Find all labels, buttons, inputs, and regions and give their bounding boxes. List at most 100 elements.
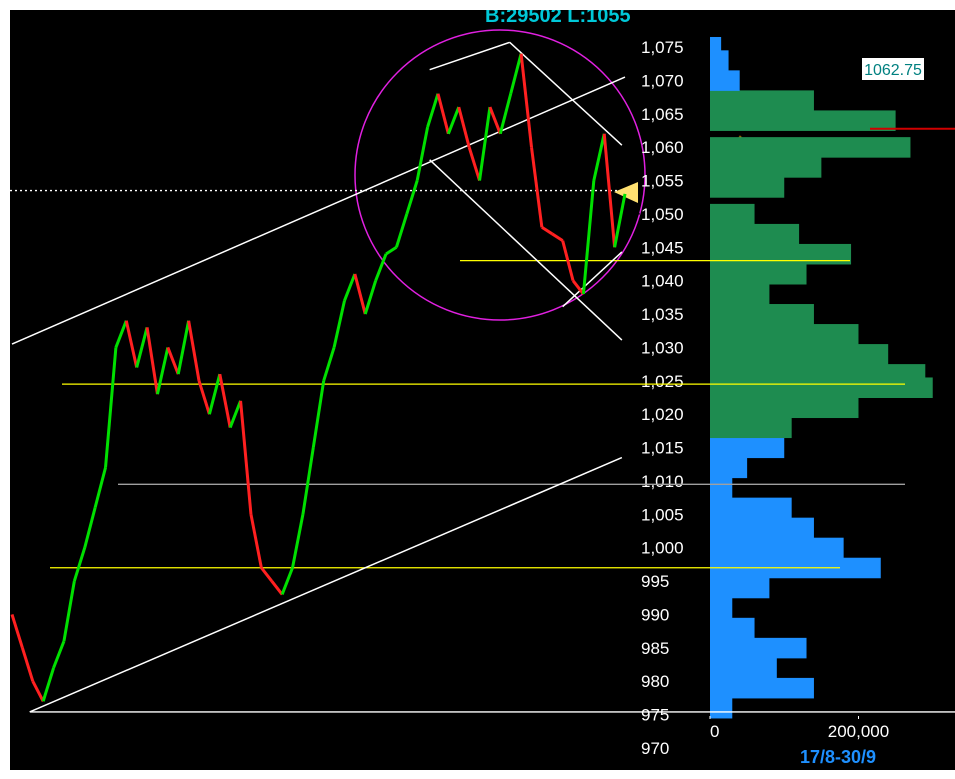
price-segment <box>187 320 201 382</box>
y-tick-label: 1,060 <box>641 138 684 157</box>
profile-bar <box>710 324 859 345</box>
profile-bar <box>710 697 733 719</box>
profile-bar <box>710 657 777 679</box>
plot: 1,075 1,070 1,065 1,060 1,055 1,050 1,045 1,040… <box>10 5 955 758</box>
price-segment <box>155 347 170 395</box>
price-segment <box>93 467 107 509</box>
profile-bar <box>710 457 748 479</box>
y-tick-label: 1,000 <box>641 539 684 558</box>
price-segment <box>270 580 284 596</box>
trendline <box>562 251 623 308</box>
profile-bar <box>710 617 755 639</box>
y-tick-label: 990 <box>641 605 669 624</box>
profile-bar <box>710 364 926 385</box>
price-segment <box>41 667 55 702</box>
profile-bar <box>710 677 814 699</box>
price-segment <box>509 53 523 95</box>
profile-bar <box>710 177 785 198</box>
y-tick-label: 1,025 <box>641 372 684 391</box>
y-tick-label: 1,035 <box>641 305 684 324</box>
price-segment <box>551 232 564 242</box>
x-tick-label: 200,000 <box>828 722 889 741</box>
profile-bar <box>710 70 740 91</box>
header: B:29502 L:1055 <box>485 5 631 27</box>
price-segment <box>135 327 149 368</box>
profile-bar <box>710 597 733 619</box>
price-segment <box>166 346 180 375</box>
circle-annotation <box>354 29 646 321</box>
trendline <box>429 41 510 71</box>
profile-bar <box>710 637 807 659</box>
y-tick-label: 1,070 <box>641 71 684 90</box>
price-segment <box>374 253 388 282</box>
y-tick-label: 1,045 <box>641 238 684 257</box>
price-segment <box>561 240 575 282</box>
price-segment <box>322 346 336 382</box>
price-segment <box>104 347 118 468</box>
price-segment <box>291 514 305 569</box>
price-segment <box>415 126 430 181</box>
profile-bar <box>710 90 814 111</box>
y-tick-label: 970 <box>641 739 669 758</box>
price-segment <box>332 300 346 348</box>
price-segment <box>353 273 367 315</box>
price-segment <box>436 93 450 135</box>
price-segment <box>218 373 232 428</box>
price-segment <box>602 133 617 248</box>
y-tick-label: 1,075 <box>641 38 684 57</box>
price-segment <box>343 273 357 302</box>
price-segment <box>301 447 315 515</box>
profile-bar <box>710 137 911 158</box>
price-segment <box>405 180 419 215</box>
price-segment <box>72 547 87 582</box>
price-segment <box>394 213 409 248</box>
price-segment <box>10 614 24 649</box>
profile-bar <box>710 477 733 499</box>
profile-bar <box>710 537 844 559</box>
price-segment <box>581 180 596 295</box>
profile-bar <box>710 497 792 519</box>
price-segment <box>62 580 76 642</box>
price-segment <box>446 106 461 135</box>
y-tick-label: 1,020 <box>641 405 684 424</box>
price-segment <box>197 380 211 415</box>
y-tick-label: 985 <box>641 639 669 658</box>
price-segment <box>530 146 544 228</box>
price-segment <box>114 320 128 348</box>
price-segment <box>385 246 398 256</box>
price-segment <box>488 106 502 135</box>
profile-bar <box>710 110 896 131</box>
profile-bar <box>710 417 792 439</box>
price-segment <box>20 647 35 682</box>
price-segment <box>363 280 378 315</box>
y-tick-label: 975 <box>641 706 669 725</box>
profile-bar <box>710 517 814 539</box>
price-marker <box>614 182 638 203</box>
price-segment <box>571 279 585 295</box>
profile-bar <box>710 304 814 325</box>
price-segment <box>145 327 159 395</box>
price-segment <box>457 106 471 148</box>
y-tick-label: 1,010 <box>641 472 684 491</box>
price-segment <box>467 146 481 181</box>
profile-bar <box>710 344 889 365</box>
price-segment <box>260 566 273 583</box>
y-tick-label: 1,030 <box>641 338 684 357</box>
y-tick-label: 1,055 <box>641 172 684 191</box>
price-segment <box>228 400 242 429</box>
profile-bar <box>710 577 770 599</box>
y-tick-label: 1,065 <box>641 105 684 124</box>
price-segment <box>176 320 191 375</box>
trendline <box>11 76 626 345</box>
price-label-box <box>862 58 924 80</box>
y-tick-label: 1,005 <box>641 505 684 524</box>
profile-bar <box>710 397 859 419</box>
price-segment <box>498 93 513 135</box>
price-segment <box>249 514 263 569</box>
price-segment <box>124 320 139 368</box>
price-segment <box>31 680 45 702</box>
price-segment <box>478 106 492 181</box>
y-tick-label: 1,040 <box>641 272 684 291</box>
profile-bar <box>710 263 807 285</box>
